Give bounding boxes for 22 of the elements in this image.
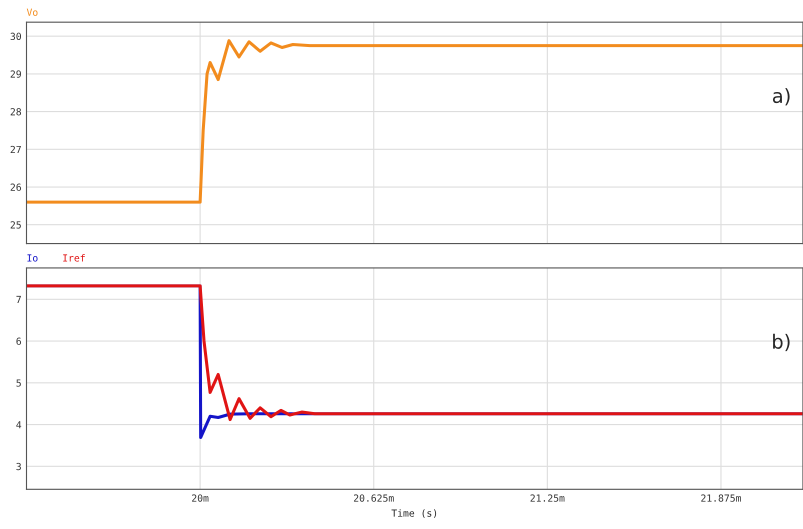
y-tick-label: 27 [10,146,21,154]
line-series [26,39,803,204]
annotation: b) [773,334,790,352]
y-tick-label: 29 [10,70,21,78]
y-tick-label: 3 [16,462,21,470]
x-tick-label: 21.25m [530,494,564,502]
y-tick-label: 28 [10,108,22,116]
x-tick-label: 20.625m [354,494,394,502]
y-tick-label: 7 [16,296,21,303]
y-tick-label: 25 [10,221,21,229]
text: Vo [26,8,38,16]
y-tick-label: 4 [16,421,22,428]
x-tick-label: 20m [192,494,208,502]
text: Iref [63,254,85,262]
x-tick-label: 21.875m [701,494,741,502]
y-tick-label: 26 [10,184,22,191]
y-tick-label: 5 [16,379,21,387]
text: Io [27,254,38,262]
y-tick-label: 6 [16,338,22,345]
y-tick-label: 30 [10,32,22,40]
annotation: a) [772,88,790,106]
x-axis-title: Time (s) [392,509,436,518]
